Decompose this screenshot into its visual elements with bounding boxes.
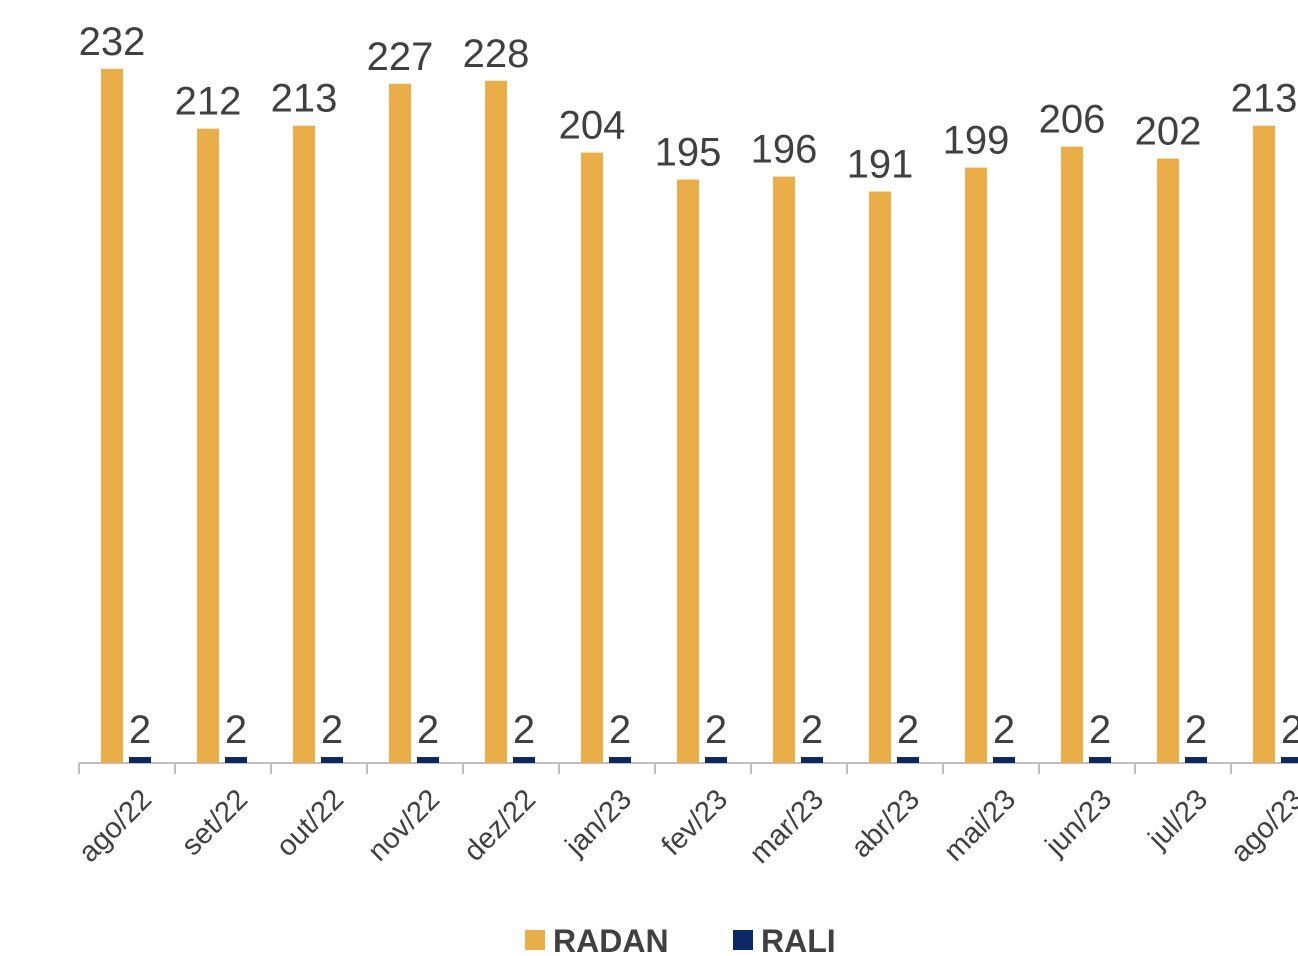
bar: [129, 757, 151, 763]
value-label: 202: [1135, 110, 1202, 154]
value-label: 2: [1185, 708, 1207, 752]
value-label: 232: [79, 20, 146, 64]
bar: [677, 179, 699, 763]
value-label: 2: [897, 708, 919, 752]
bar: [293, 125, 315, 764]
legend-label: RADAN: [553, 923, 669, 956]
value-label: 227: [367, 35, 434, 79]
value-label: 204: [559, 104, 626, 148]
x-tick-label: dez/22: [458, 783, 542, 867]
legend-swatch: [525, 930, 545, 950]
value-label: 191: [847, 143, 914, 187]
x-tick-label: ago/22: [73, 783, 158, 868]
value-label: 2: [705, 708, 727, 752]
bar: [1185, 757, 1207, 763]
x-tick-label: mar/23: [744, 783, 830, 869]
bar: [225, 757, 247, 763]
bar: [1281, 757, 1298, 763]
value-label: 212: [175, 80, 242, 124]
bar: [1089, 757, 1111, 763]
bar: [705, 757, 727, 763]
bar: [1253, 125, 1275, 764]
value-label: 2: [225, 708, 247, 752]
bar: [1157, 158, 1179, 764]
bar: [773, 176, 795, 763]
value-label: 228: [463, 32, 530, 76]
x-tick-label: nov/22: [362, 783, 446, 867]
bar: [1061, 146, 1083, 763]
value-label: 2: [1281, 708, 1298, 752]
x-tick-label: out/22: [270, 783, 350, 863]
bar: [513, 757, 535, 763]
legend-label: RALI: [761, 923, 836, 956]
value-label: 2: [609, 708, 631, 752]
value-label: 2: [801, 708, 823, 752]
value-label: 2: [513, 708, 535, 752]
value-label: 213: [271, 77, 338, 121]
value-label: 2: [321, 708, 343, 752]
bar: [417, 757, 439, 763]
bar: [321, 757, 343, 763]
x-tick-label: set/22: [176, 783, 254, 861]
x-tick-label: mai/23: [938, 783, 1022, 867]
bar: [485, 80, 507, 764]
value-label: 2: [1089, 708, 1111, 752]
bar: [801, 757, 823, 763]
value-label: 199: [943, 119, 1010, 163]
value-label: 2: [993, 708, 1015, 752]
x-tick-label: ago/23: [1225, 783, 1298, 868]
bar: [609, 757, 631, 763]
value-label: 206: [1039, 98, 1106, 142]
bar: [581, 152, 603, 763]
bar: [897, 757, 919, 763]
bar: [993, 757, 1015, 763]
bar: [101, 68, 123, 763]
bar: [197, 128, 219, 764]
legend-swatch: [733, 930, 753, 950]
bar: [965, 167, 987, 764]
x-tick-label: jan/23: [559, 783, 638, 862]
value-label: 213: [1231, 77, 1298, 121]
value-label: 2: [129, 708, 151, 752]
value-label: 195: [655, 131, 722, 175]
value-label: 2: [417, 708, 439, 752]
x-tick-label: jun/23: [1039, 783, 1118, 862]
bar: [869, 191, 891, 763]
bar: [389, 83, 411, 764]
x-tick-label: abr/23: [845, 783, 926, 864]
value-label: 196: [751, 128, 818, 172]
x-tick-label: fev/23: [656, 783, 734, 861]
x-tick-label: jul/23: [1142, 783, 1214, 855]
